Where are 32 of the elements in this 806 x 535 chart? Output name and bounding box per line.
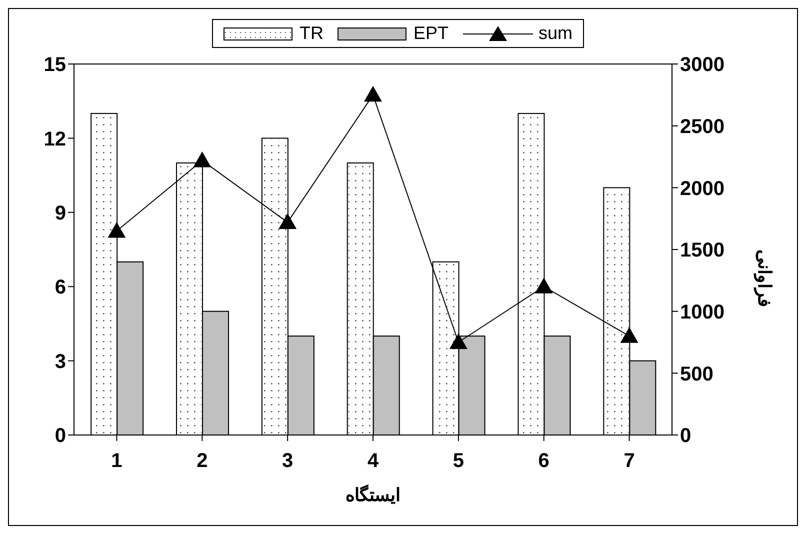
x-tick-label: 1 bbox=[111, 450, 122, 472]
y-tick-label: 9 bbox=[54, 202, 66, 224]
legend-label: sum bbox=[538, 23, 573, 44]
x-tick-label: 7 bbox=[624, 450, 635, 472]
y2-tick-label: 3000 bbox=[680, 54, 724, 76]
y2-tick-label: 1500 bbox=[680, 240, 724, 262]
x-tick-label: 6 bbox=[538, 450, 550, 472]
y2-tick-label: 0 bbox=[680, 425, 692, 448]
x-axis-title: ایستگاه bbox=[346, 484, 400, 505]
y-tick-label: 3 bbox=[54, 350, 66, 373]
point bbox=[449, 333, 468, 349]
point bbox=[364, 86, 382, 102]
y2-tick-label: 500 bbox=[680, 363, 714, 386]
y2-tick-label: 1000 bbox=[680, 301, 724, 324]
point bbox=[620, 327, 638, 343]
point bbox=[108, 222, 126, 238]
point bbox=[534, 278, 553, 294]
x-tick-label: 3 bbox=[282, 450, 294, 472]
y2-tick-label: 2500 bbox=[680, 116, 724, 138]
y-tick-label: 12 bbox=[44, 128, 66, 150]
y-tick-label: 15 bbox=[44, 54, 66, 76]
x-tick-label: 5 bbox=[452, 450, 464, 472]
y2-axis-title: فراوانی bbox=[754, 250, 775, 308]
legend-label: TR bbox=[299, 23, 324, 44]
point bbox=[193, 151, 212, 168]
x-tick-label: 4 bbox=[367, 450, 380, 472]
y-tick-label: 0 bbox=[54, 425, 66, 448]
legend-label: EPT bbox=[413, 23, 448, 44]
point bbox=[278, 213, 297, 230]
y-tick-label: 6 bbox=[54, 276, 66, 299]
x-tick-label: 2 bbox=[196, 450, 208, 472]
y2-tick-label: 2000 bbox=[680, 178, 724, 200]
